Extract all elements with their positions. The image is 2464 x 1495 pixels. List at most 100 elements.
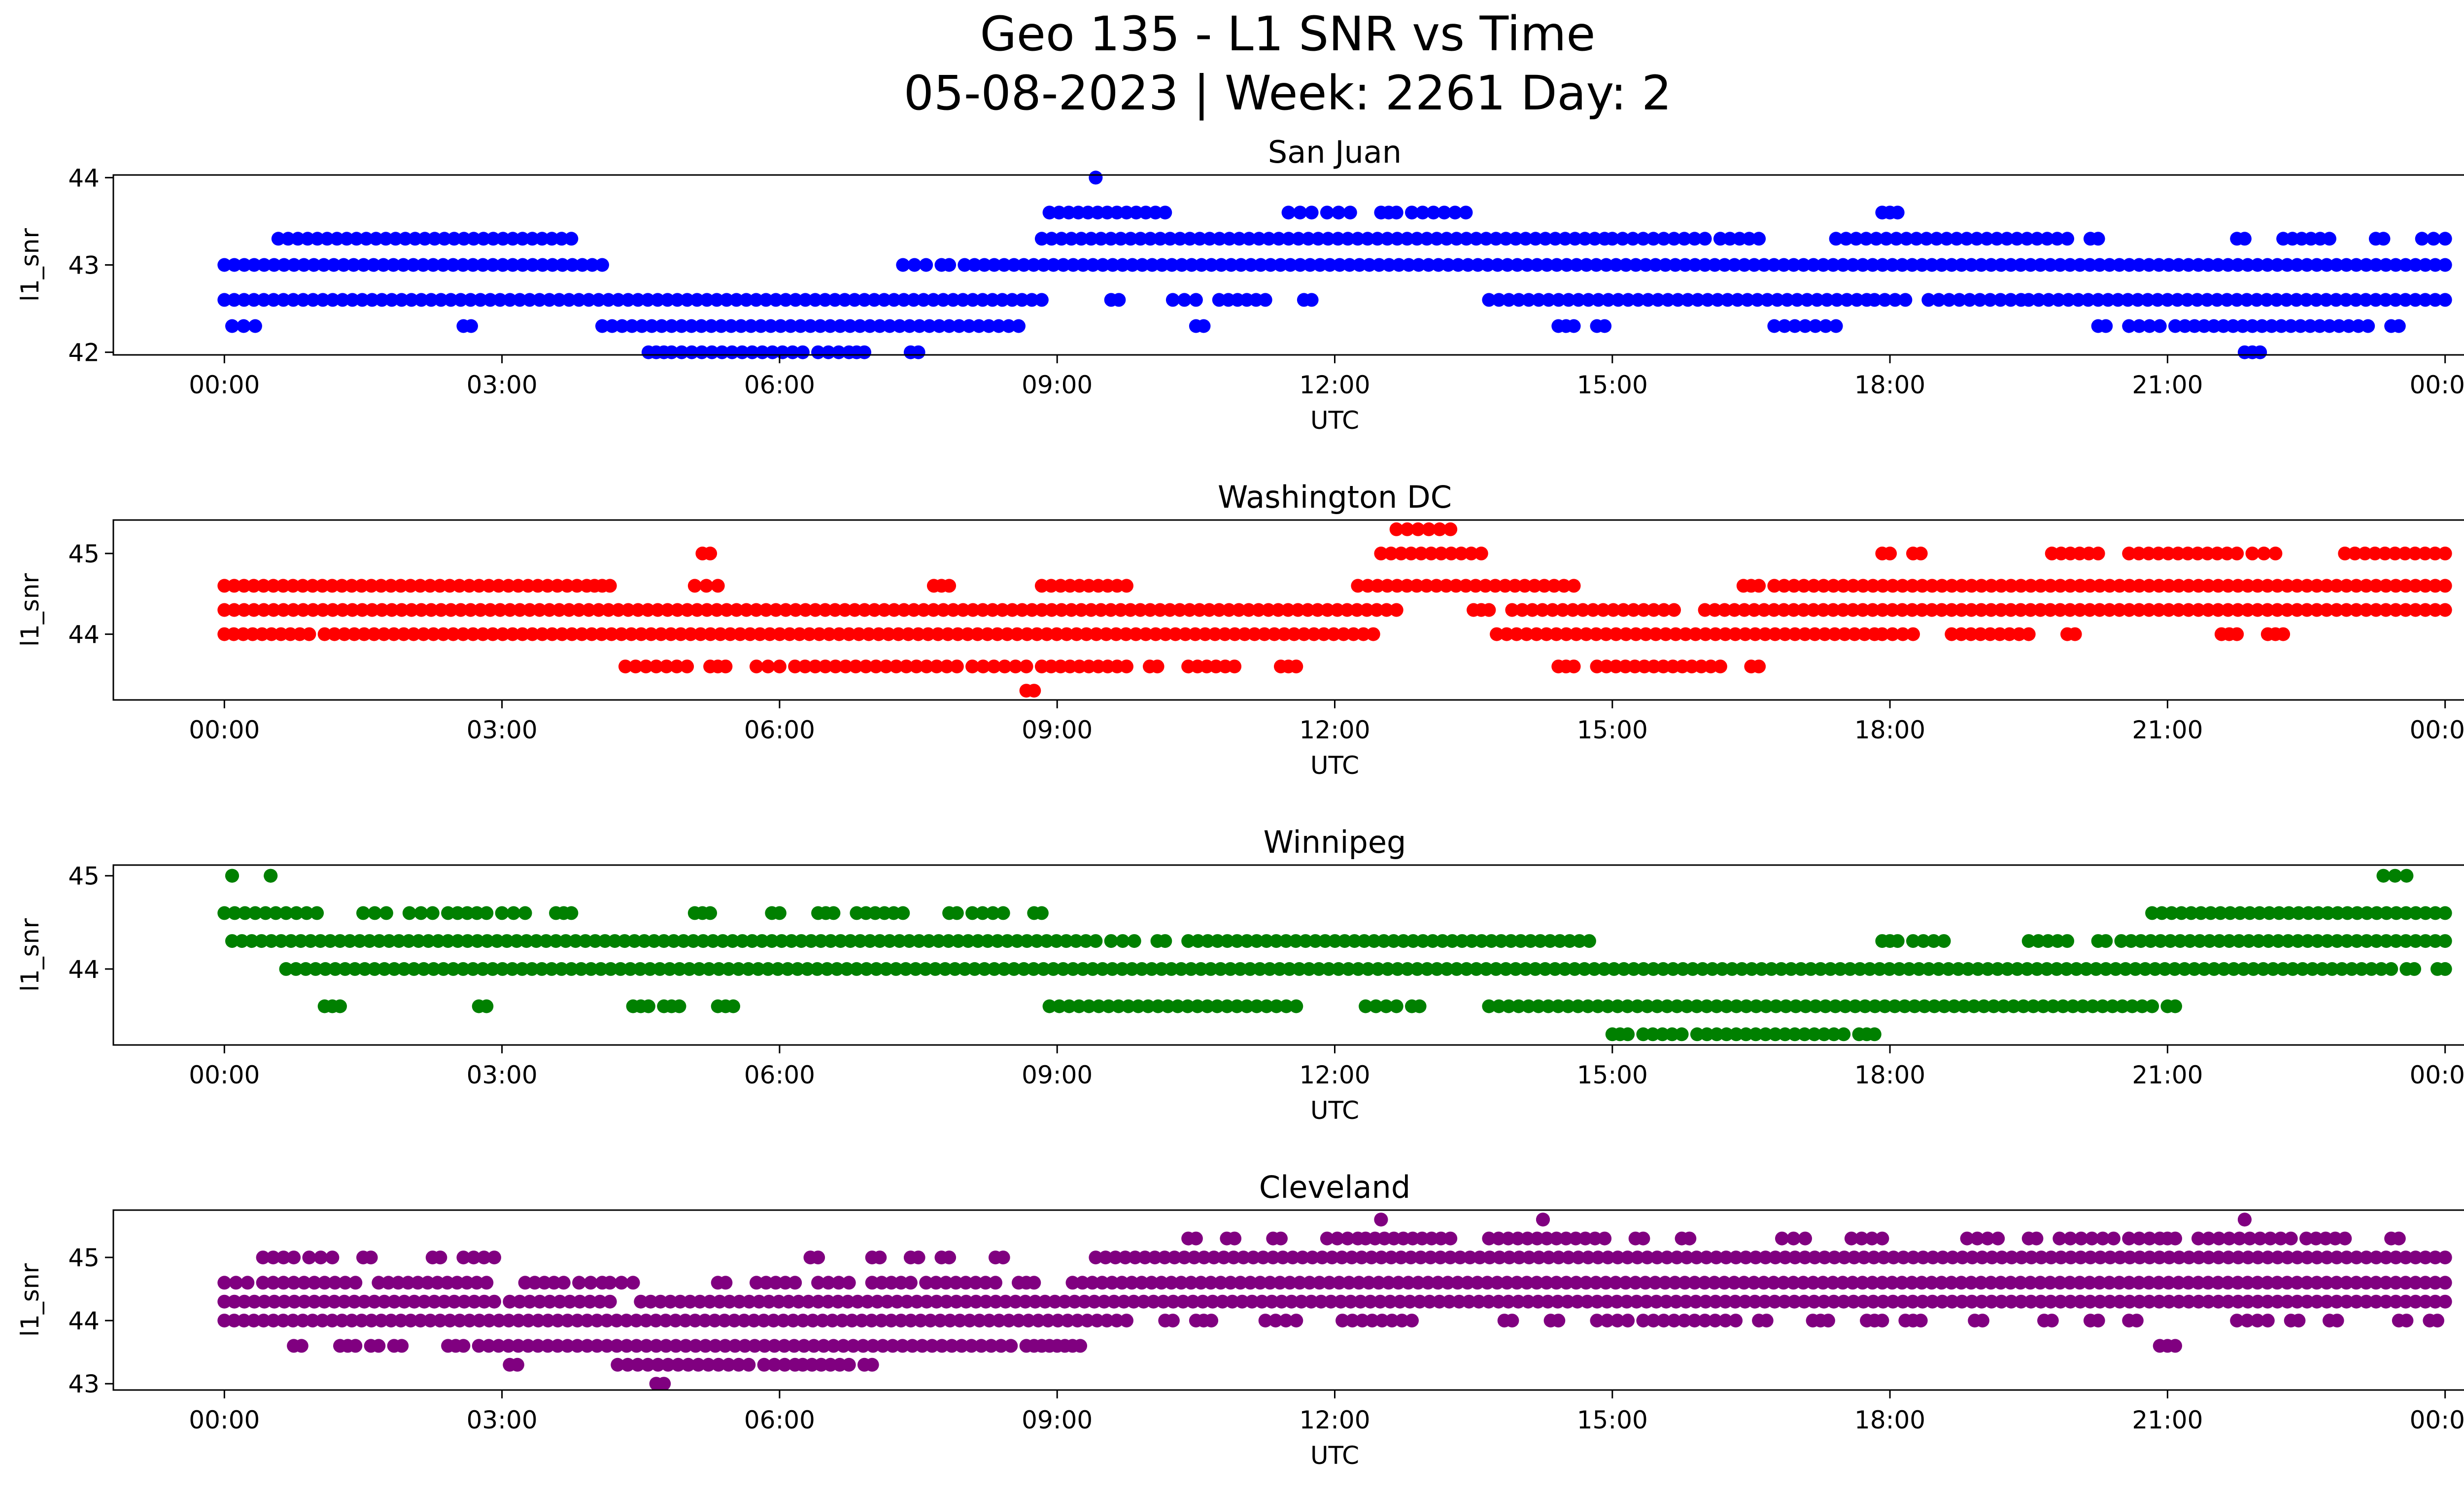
- data-point: [1381, 962, 1395, 976]
- x-axis-label: UTC: [1310, 1441, 1359, 1470]
- data-point: [479, 906, 494, 920]
- data-point: [365, 293, 379, 307]
- data-point: [1322, 1276, 1336, 1290]
- data-point: [1082, 999, 1096, 1013]
- data-point: [845, 1314, 859, 1328]
- data-point: [1728, 627, 1743, 641]
- data-point: [374, 579, 388, 593]
- data-point: [1269, 999, 1284, 1013]
- data-point: [1494, 934, 1508, 948]
- data-point: [664, 627, 678, 641]
- data-point: [2279, 293, 2293, 307]
- data-point: [731, 1357, 746, 1372]
- data-point: [1511, 1231, 1525, 1246]
- data-point: [349, 232, 364, 246]
- data-point: [1657, 232, 1671, 246]
- data-point: [2063, 258, 2077, 272]
- data-point: [1387, 934, 1401, 948]
- data-point: [1808, 1251, 1822, 1265]
- data-point: [942, 258, 957, 272]
- data-point: [1738, 627, 1752, 641]
- data-point: [1931, 962, 1946, 976]
- data-point: [905, 1339, 920, 1353]
- data-point: [2004, 258, 2018, 272]
- data-point: [980, 627, 994, 641]
- data-point: [1119, 627, 1133, 641]
- data-point: [1540, 258, 1554, 272]
- data-point: [1293, 206, 1307, 220]
- data-point: [2060, 232, 2074, 246]
- data-point: [1218, 627, 1232, 641]
- data-point: [550, 1314, 565, 1328]
- data-point: [2339, 579, 2354, 593]
- data-point: [315, 579, 330, 593]
- data-point: [487, 1251, 501, 1265]
- data-point: [773, 627, 787, 641]
- data-point: [1898, 293, 1913, 307]
- data-point: [2201, 603, 2215, 617]
- data-point: [1908, 999, 1922, 1013]
- data-point: [1767, 1276, 1781, 1290]
- data-point: [1767, 258, 1781, 272]
- data-point: [355, 293, 370, 307]
- data-point: [531, 1339, 545, 1353]
- data-point: [1638, 1276, 1652, 1290]
- data-point: [2332, 319, 2346, 333]
- data-point: [1501, 1294, 1515, 1309]
- data-point: [1561, 1294, 1574, 1309]
- data-point: [787, 1339, 801, 1353]
- data-point: [1181, 999, 1195, 1013]
- data-point: [1935, 603, 1949, 617]
- data-point: [1937, 934, 1951, 948]
- data-point: [1415, 1231, 1429, 1246]
- data-point: [217, 603, 232, 617]
- data-point: [1648, 627, 1663, 641]
- data-point: [476, 962, 490, 976]
- data-point: [482, 579, 496, 593]
- data-point: [865, 1276, 879, 1290]
- data-point: [276, 1276, 291, 1290]
- data-point: [395, 603, 409, 617]
- data-point: [513, 603, 527, 617]
- data-point: [2063, 1231, 2078, 1246]
- data-point: [998, 1294, 1013, 1309]
- data-point: [1906, 627, 1920, 641]
- data-point: [2329, 293, 2343, 307]
- data-point: [1469, 579, 1483, 593]
- data-point: [745, 934, 759, 948]
- data-point: [337, 258, 351, 272]
- data-point: [296, 1314, 310, 1328]
- data-point: [2428, 1294, 2442, 1309]
- data-point: [2190, 546, 2205, 560]
- data-point: [842, 1357, 856, 1372]
- y-axis-label: l1_snr: [16, 918, 44, 992]
- data-point: [1335, 1314, 1350, 1328]
- data-point: [1974, 1276, 1988, 1290]
- data-point: [711, 579, 725, 593]
- data-point: [2221, 579, 2235, 593]
- data-point: [1687, 1276, 1702, 1290]
- data-point: [1117, 1294, 1131, 1309]
- data-point: [2280, 258, 2294, 272]
- data-point: [554, 232, 569, 246]
- data-point: [1240, 999, 1254, 1013]
- data-point: [2000, 962, 2015, 976]
- data-point: [833, 319, 847, 333]
- data-point: [619, 1314, 634, 1328]
- data-point: [2063, 579, 2077, 593]
- x-tick-label: 09:00: [1022, 1406, 1093, 1434]
- x-tick-label: 00:00: [189, 1061, 260, 1089]
- data-point: [1698, 258, 1712, 272]
- data-point: [1127, 934, 1141, 948]
- data-point: [2138, 962, 2153, 976]
- data-point: [2256, 962, 2270, 976]
- data-point: [2158, 962, 2172, 976]
- data-point: [384, 1314, 398, 1328]
- data-point: [1694, 660, 1709, 674]
- data-point: [1081, 206, 1095, 220]
- data-point: [1609, 258, 1623, 272]
- data-point: [1369, 999, 1383, 1013]
- data-point: [1042, 999, 1057, 1013]
- data-point: [1210, 934, 1225, 948]
- data-point: [2270, 1276, 2284, 1290]
